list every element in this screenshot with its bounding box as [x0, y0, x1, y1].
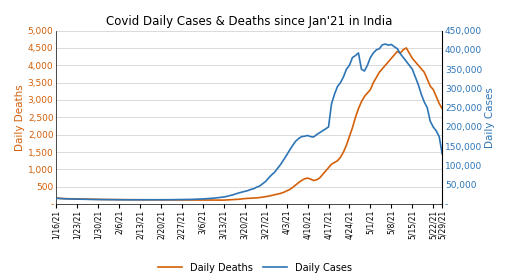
Daily Cases — [161, 198, 167, 201]
Line: Daily Cases: Daily Cases — [56, 44, 441, 200]
Daily Deaths — [53, 197, 59, 200]
Title: Covid Daily Cases & Deaths since Jan'21 in India: Covid Daily Cases & Deaths since Jan'21 … — [106, 15, 391, 28]
Daily Cases — [220, 195, 227, 199]
Daily Cases — [340, 75, 346, 78]
Daily Cases — [382, 43, 388, 46]
Y-axis label: Daily Deaths: Daily Deaths — [15, 84, 25, 151]
Daily Deaths — [340, 150, 346, 154]
Daily Deaths — [217, 198, 223, 202]
Daily Deaths — [220, 198, 227, 202]
Daily Deaths — [310, 179, 316, 182]
Daily Cases — [310, 135, 316, 139]
Daily Cases — [438, 152, 444, 156]
Daily Cases — [358, 67, 364, 71]
Line: Daily Deaths: Daily Deaths — [56, 48, 441, 200]
Daily Deaths — [438, 107, 444, 110]
Daily Deaths — [256, 196, 262, 199]
Daily Cases — [134, 198, 140, 201]
Daily Cases — [256, 184, 262, 188]
Y-axis label: Daily Cases: Daily Cases — [484, 87, 494, 148]
Daily Deaths — [158, 198, 164, 201]
Legend: Daily Deaths, Daily Cases: Daily Deaths, Daily Cases — [154, 259, 355, 276]
Daily Cases — [53, 197, 59, 200]
Daily Deaths — [403, 46, 409, 50]
Daily Deaths — [358, 100, 364, 104]
